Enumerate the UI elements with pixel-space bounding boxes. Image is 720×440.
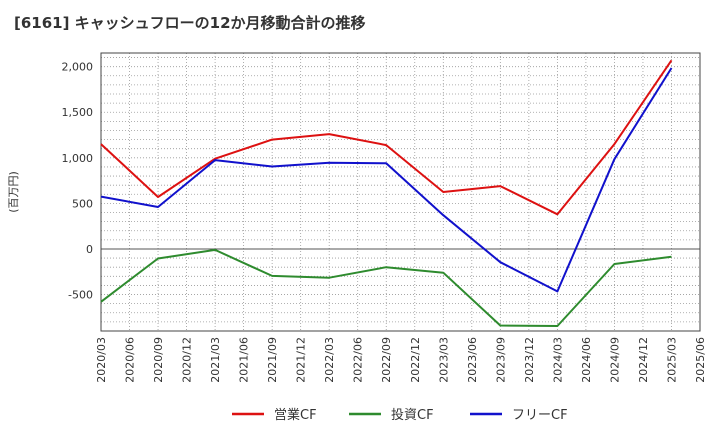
chart-title: [6161] キャッシュフローの12か月移動合計の推移 [14,14,366,32]
x-tick-label: 2023/09 [494,337,507,383]
x-tick-label: 2023/12 [523,337,536,383]
x-tick-label: 2024/06 [580,337,593,383]
y-tick-label: 1,500 [62,106,94,119]
x-tick-label: 2020/09 [152,337,165,383]
x-tick-label: 2022/06 [352,337,365,383]
x-tick-label: 2020/06 [124,337,137,383]
plot-frame [100,52,701,332]
x-tick-label: 2025/03 [665,337,678,383]
x-tick-label: 2021/03 [209,337,222,383]
x-tick-label: 2025/06 [694,337,707,383]
x-tick-label: 2022/12 [409,337,422,383]
series-line-operating [100,59,673,216]
x-tick-label: 2022/03 [323,337,336,383]
x-tick-label: 2024/12 [637,337,650,383]
legend-label-operating: 営業CF [274,407,317,423]
y-axis-label: (百万円) [7,171,20,213]
y-tick-label: 500 [72,197,93,210]
series-line-investing [100,248,672,327]
x-tick-label: 2020/03 [95,337,108,383]
y-tick-label: 2,000 [62,61,94,74]
x-tick-label: 2023/06 [466,337,479,383]
y-tick-label: -500 [68,289,93,302]
x-tick-label: 2021/12 [295,337,308,383]
x-tick-label: 2022/09 [380,337,393,383]
x-tick-label: 2021/09 [266,337,279,383]
x-tick-label: 2021/06 [238,337,251,383]
legend-label-free: フリーCF [512,408,568,423]
legend-label-investing: 投資CF [391,407,434,423]
y-tick-label: 1,000 [62,152,94,165]
series-line-free [100,67,673,293]
x-tick-label: 2024/03 [551,337,564,383]
x-tick-label: 2020/12 [181,337,194,383]
x-tick-label: 2024/09 [608,337,621,383]
y-tick-label: 0 [86,243,93,256]
x-tick-label: 2023/03 [437,337,450,383]
